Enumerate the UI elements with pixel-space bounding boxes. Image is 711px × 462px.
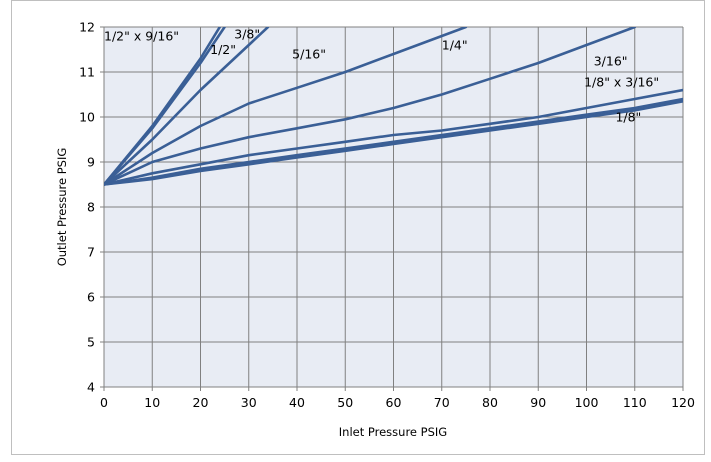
y-tick-label: 6 bbox=[87, 290, 95, 305]
series-line-2 bbox=[104, 27, 270, 186]
y-tick-label: 8 bbox=[87, 200, 95, 215]
data-series bbox=[104, 27, 683, 186]
y-tick-label: 5 bbox=[87, 335, 95, 350]
series-line-4 bbox=[104, 27, 637, 186]
grid-lines bbox=[100, 26, 684, 391]
series-label: 1/4" bbox=[442, 38, 468, 53]
series-label: 1/8" x 3/16" bbox=[584, 74, 659, 89]
series-label: 3/8" bbox=[234, 26, 260, 41]
series-label: 1/2" bbox=[210, 42, 236, 57]
x-tick-label: 110 bbox=[623, 395, 647, 410]
y-tick-label: 10 bbox=[79, 110, 95, 125]
series-line-5 bbox=[104, 88, 683, 186]
x-tick-label: 60 bbox=[386, 395, 402, 410]
x-tick-label: 90 bbox=[530, 395, 546, 410]
y-tick-labels: 4 5 6 7 8 9 10 11 12 bbox=[79, 20, 95, 395]
series-label: 1/8" bbox=[615, 110, 641, 125]
series-label: 5/16" bbox=[292, 47, 326, 62]
x-tick-label: 30 bbox=[241, 395, 257, 410]
y-axis-title: Outlet Pressure PSIG bbox=[55, 148, 69, 267]
series-line-7 bbox=[104, 100, 683, 186]
x-axis-title: Inlet Pressure PSIG bbox=[339, 425, 447, 439]
x-tick-label: 80 bbox=[482, 395, 498, 410]
y-tick-label: 9 bbox=[87, 155, 95, 170]
x-tick-label: 40 bbox=[289, 395, 305, 410]
x-tick-label: 120 bbox=[671, 395, 695, 410]
y-tick-label: 7 bbox=[87, 245, 95, 260]
x-tick-label: 70 bbox=[434, 395, 450, 410]
series-line-3 bbox=[104, 27, 468, 186]
x-tick-label: 20 bbox=[193, 395, 209, 410]
y-tick-label: 4 bbox=[87, 380, 95, 395]
x-tick-label: 50 bbox=[337, 395, 353, 410]
y-tick-label: 12 bbox=[79, 20, 95, 35]
series-label: 3/16" bbox=[594, 53, 628, 68]
x-tick-label: 0 bbox=[100, 395, 108, 410]
series-labels: 1/2" x 9/16" 3/8"1/2" 5/16" 1/4" 3/16" 1/8" x… bbox=[104, 26, 659, 124]
x-tick-label: 100 bbox=[575, 395, 599, 410]
x-tick-label: 10 bbox=[144, 395, 160, 410]
series-label: 1/2" x 9/16" bbox=[104, 29, 179, 44]
x-tick-labels: 0 10 20 30 40 50 60 70 80 90 100 110 120 bbox=[100, 395, 695, 410]
series-line-6 bbox=[104, 97, 683, 186]
y-tick-label: 11 bbox=[79, 65, 95, 80]
series-line-1 bbox=[104, 27, 226, 186]
